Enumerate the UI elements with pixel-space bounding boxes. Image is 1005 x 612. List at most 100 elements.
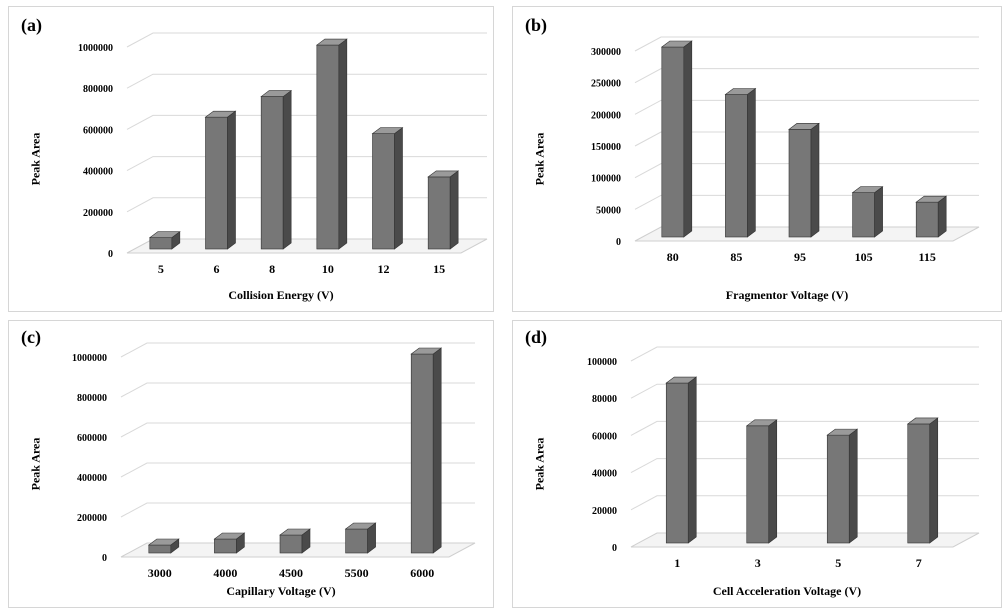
x-axis-label: Fragmentor Voltage (V): [725, 288, 849, 302]
panel-label: (a): [21, 15, 42, 35]
bar: [915, 195, 948, 238]
bar: [665, 376, 698, 544]
y-tick-label: 250000: [591, 79, 621, 90]
y-tick-label: 200000: [591, 110, 621, 121]
y-tick-label: 400000: [83, 167, 113, 178]
bar-side: [929, 417, 939, 544]
bar: [344, 522, 377, 554]
bar: [410, 347, 443, 554]
bar-front: [279, 534, 303, 554]
x-tick-label: 6000: [410, 566, 434, 580]
chart-panel-d: (d) Peak Area Cell Acceleration Voltage …: [512, 320, 1002, 608]
bar-top: [427, 170, 460, 178]
bar-top: [410, 347, 443, 355]
x-tick-label: 80: [667, 250, 679, 264]
bar-top: [915, 195, 948, 203]
x-tick-label: 8: [269, 262, 275, 276]
bar: [826, 428, 859, 544]
bar-front: [410, 353, 434, 554]
bar: [660, 40, 693, 238]
chart-panel-a: (a) Peak Area Collision Energy (V) 0 2000…: [8, 6, 494, 312]
bar-top: [260, 90, 293, 97]
bar-side: [687, 376, 697, 544]
bar-chart-svg: 0 20000 40000 60000 80000 100000 1 3 5 7: [587, 346, 980, 570]
bar: [148, 231, 181, 250]
x-tick-label: 105: [855, 250, 873, 264]
gridline: [126, 114, 487, 130]
bar-top: [906, 417, 939, 425]
bar-top: [279, 528, 311, 536]
gridline: [630, 383, 979, 399]
y-tick-label: 0: [612, 543, 617, 554]
x-tick-label: 4000: [213, 566, 237, 580]
gridline: [630, 346, 979, 362]
bar-top: [788, 123, 820, 130]
bar-front: [725, 94, 748, 238]
x-tick-label: 115: [919, 250, 936, 264]
gridline: [634, 131, 979, 147]
bar-front: [746, 425, 770, 544]
y-tick-label: 0: [102, 553, 107, 564]
panel-label: (c): [21, 327, 41, 347]
bar-front: [260, 96, 284, 250]
gridline: [630, 420, 979, 436]
x-tick-label: 5500: [345, 566, 369, 580]
bar-top: [344, 522, 377, 530]
bar-top: [665, 376, 698, 384]
gridline: [126, 73, 487, 89]
bar-front: [427, 176, 451, 250]
gridline: [634, 99, 979, 115]
y-tick-label: 1000000: [78, 43, 113, 54]
x-tick-label: 5: [158, 262, 164, 276]
y-tick-label: 600000: [83, 125, 113, 136]
gridline: [630, 495, 979, 511]
y-tick-label: 600000: [77, 433, 107, 444]
gridline: [120, 422, 475, 438]
bar-side: [432, 347, 442, 554]
gridline: [126, 32, 487, 48]
gridline: [634, 36, 979, 52]
bar-side: [874, 186, 883, 238]
bar-side: [747, 87, 756, 238]
x-tick-label: 95: [794, 250, 806, 264]
bar-front: [788, 129, 812, 238]
bar-side: [810, 122, 820, 238]
bar-front: [665, 382, 689, 544]
bar: [371, 127, 404, 250]
bar-front: [661, 46, 685, 238]
x-tick-label: 85: [730, 250, 742, 264]
bar-side: [449, 170, 459, 250]
bar: [260, 89, 293, 250]
y-tick-label: 800000: [77, 393, 107, 404]
bar-chart-svg: 0 200000 400000 600000 800000 1000000 3000 4000…: [72, 342, 476, 580]
gridline: [126, 156, 487, 172]
x-tick-label: 6: [214, 262, 220, 276]
bar-top: [371, 127, 404, 134]
bar-front: [148, 544, 172, 554]
x-tick-label: 3000: [148, 566, 172, 580]
y-tick-label: 100000: [587, 357, 617, 368]
y-tick-label: 60000: [592, 431, 617, 442]
x-tick-label: 4500: [279, 566, 303, 580]
bar-front: [826, 434, 850, 544]
bar-top: [147, 538, 180, 546]
bar: [279, 528, 311, 554]
x-tick-label: 1: [674, 556, 680, 570]
bar-top: [826, 428, 859, 436]
bar: [788, 122, 820, 238]
bar-front: [372, 133, 395, 250]
bar-chart-svg: 0 50000 100000 150000 200000 250000 300000 80 85…: [591, 36, 980, 264]
bar-top: [204, 110, 237, 118]
bar: [851, 186, 884, 238]
y-tick-label: 300000: [591, 47, 621, 58]
bar-side: [683, 40, 693, 238]
bar-side: [768, 419, 778, 544]
y-tick-label: 100000: [591, 174, 621, 185]
bar: [906, 417, 939, 544]
y-tick-label: 0: [616, 237, 621, 248]
bar-top: [148, 231, 181, 238]
gridline: [120, 342, 475, 358]
gridline: [120, 462, 475, 478]
chart-panel-c: (c) Peak Area Capillary Voltage (V) 0 200…: [8, 320, 494, 608]
y-tick-label: 200000: [77, 513, 107, 524]
